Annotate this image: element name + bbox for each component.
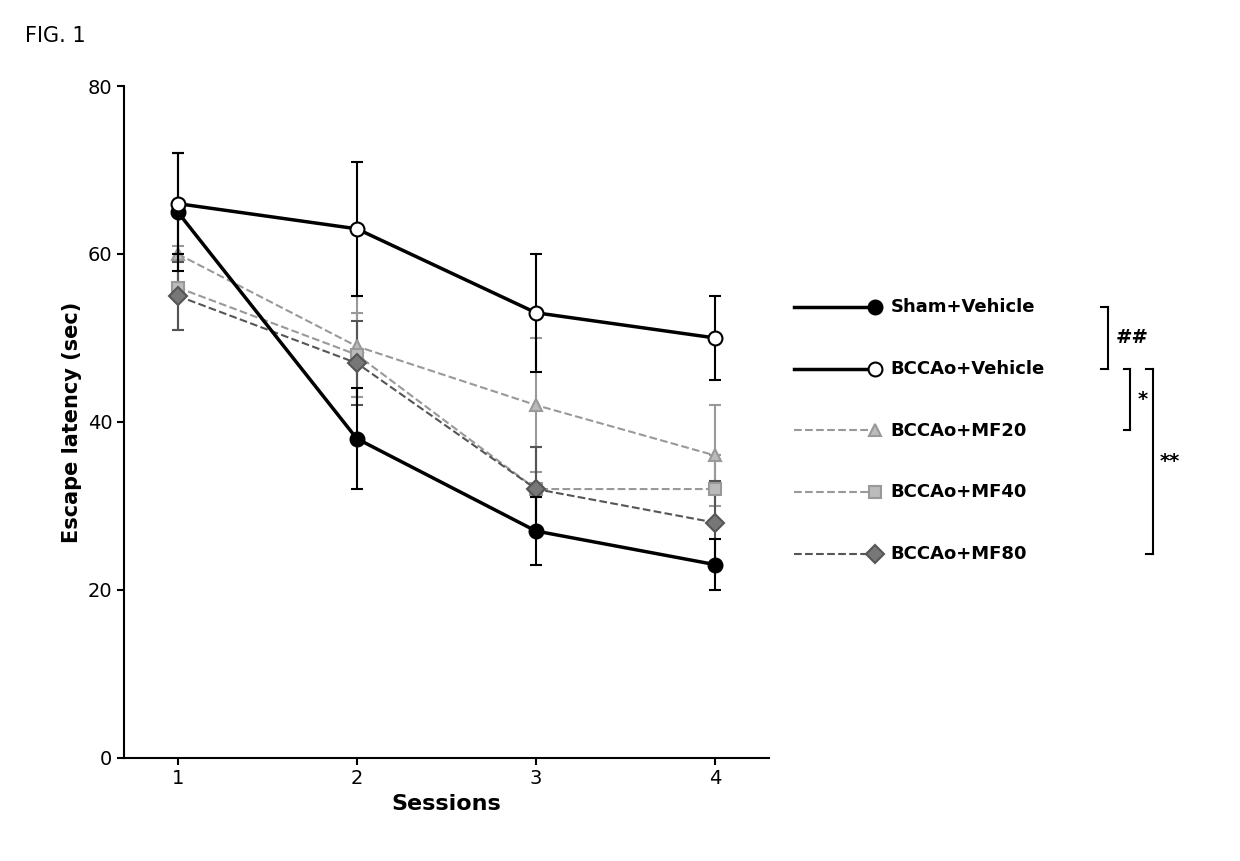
Y-axis label: Escape latency (sec): Escape latency (sec) bbox=[62, 301, 82, 542]
Text: ##: ## bbox=[1115, 328, 1148, 347]
Text: BCCAo+MF80: BCCAo+MF80 bbox=[890, 546, 1027, 563]
Text: **: ** bbox=[1161, 452, 1180, 471]
Text: FIG. 1: FIG. 1 bbox=[25, 26, 86, 46]
Text: BCCAo+MF20: BCCAo+MF20 bbox=[890, 422, 1027, 439]
Text: Sham+Vehicle: Sham+Vehicle bbox=[890, 298, 1035, 315]
Text: BCCAo+MF40: BCCAo+MF40 bbox=[890, 484, 1027, 501]
Text: *: * bbox=[1137, 390, 1148, 409]
X-axis label: Sessions: Sessions bbox=[392, 794, 501, 814]
Text: BCCAo+Vehicle: BCCAo+Vehicle bbox=[890, 360, 1044, 377]
